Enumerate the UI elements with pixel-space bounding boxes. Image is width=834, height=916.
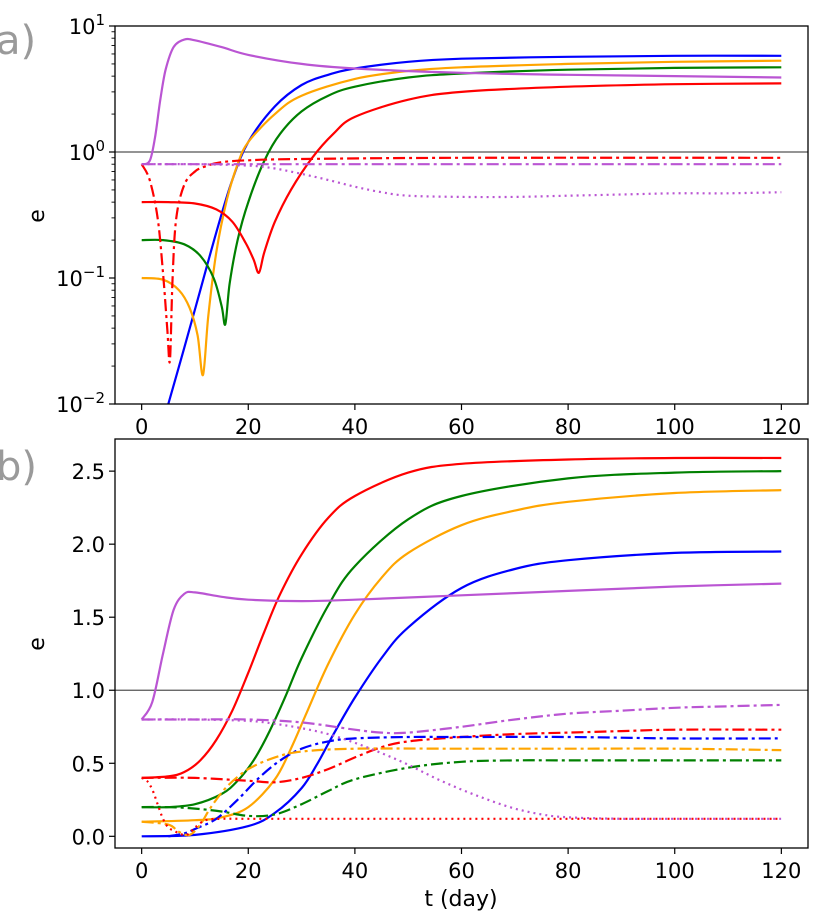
panel-b-series-violet-dotted — [141, 718, 782, 820]
panel-b-xlabel: t (day) — [424, 887, 497, 912]
panel-b-ytick-label: 2.0 — [72, 533, 105, 557]
panel-a-xtick-label: 100 — [655, 415, 695, 439]
panel-a-series-green — [141, 66, 782, 326]
panel-b-ylabel: e — [25, 637, 50, 651]
panel-a-xtick-label: 0 — [135, 415, 148, 439]
panel-b-series-blue — [141, 550, 782, 838]
panel-a-series-violet-dotted — [141, 163, 782, 199]
panel-b-series-red-dotted — [141, 776, 782, 836]
panel-b-series-green — [141, 470, 782, 809]
panel-b-xtick-label: 40 — [342, 859, 369, 883]
panel-a-xtick-label: 20 — [235, 415, 262, 439]
panel-b-xtick-label: 120 — [761, 859, 801, 883]
panel-a: a) e 0 20 40 60 80 100 120 10−2 10−1 100 101 — [0, 11, 809, 439]
panel-b-ytick-label: 0.0 — [72, 825, 105, 849]
panel-b-xtick-label: 60 — [448, 859, 475, 883]
panel-a-ytick-label: 10−2 — [56, 389, 105, 417]
panel-a-xtick-label: 80 — [555, 415, 582, 439]
panel-b-ytick-label: 1.0 — [72, 679, 105, 703]
panel-a-series-red-dash-dot — [140, 156, 782, 364]
panel-a-series-group — [140, 37, 782, 404]
panel-b-series-red-dash-dot — [141, 728, 782, 784]
panel-b: b) e t (day) 0 20 40 60 80 100 120 0.0 0.5 1.0 1.5… — [0, 438, 809, 912]
panel-a-series-violet — [141, 37, 782, 166]
panel-a-series-red — [141, 82, 782, 274]
panel-a-ytick-label: 10−1 — [56, 263, 105, 291]
panel-b-ytick-label: 0.5 — [72, 752, 105, 776]
panel-b-series-orange-dash-dot — [141, 747, 782, 837]
panel-b-label: b) — [0, 444, 37, 490]
panel-a-xtick-label: 120 — [761, 415, 801, 439]
panel-b-xtick-label: 20 — [235, 859, 262, 883]
panel-b-series-red — [141, 456, 782, 779]
panel-a-ytick-label: 101 — [69, 11, 105, 39]
panel-b-series-violet-dash-dot — [141, 703, 782, 735]
panel-b-series-green-dash-dot — [141, 759, 782, 818]
panel-b-xtick-label: 80 — [555, 859, 582, 883]
panel-a-axes-frame — [114, 25, 809, 405]
panel-b-ytick-label: 1.5 — [72, 606, 105, 630]
panel-b-ytick-label: 2.5 — [72, 460, 105, 484]
panel-a-label: a) — [0, 18, 36, 64]
panel-b-xtick-label: 0 — [135, 859, 148, 883]
panel-a-series-blue — [167, 54, 782, 404]
panel-a-series-orange — [141, 59, 782, 377]
panel-a-xtick-label: 40 — [342, 415, 369, 439]
panel-a-xtick-label: 60 — [448, 415, 475, 439]
panel-b-series-orange — [141, 489, 782, 823]
panel-b-xtick-label: 100 — [655, 859, 695, 883]
panel-b-series-group — [140, 456, 782, 838]
panel-a-ytick-label: 100 — [69, 137, 105, 165]
panel-b-axes-frame — [114, 438, 809, 849]
panel-b-series-violet — [140, 582, 782, 721]
panel-a-ylabel: e — [25, 209, 50, 223]
panel-b-series-blue-dash-dot — [168, 735, 782, 838]
